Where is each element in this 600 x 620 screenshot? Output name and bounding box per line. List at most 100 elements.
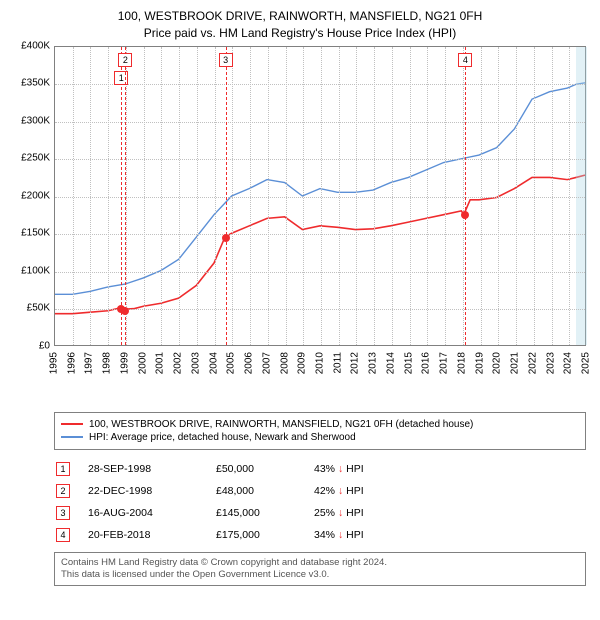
y-tick-label: £150K <box>21 228 50 239</box>
x-tick-label: 2025 <box>581 352 592 374</box>
event-price: £50,000 <box>216 463 296 475</box>
footer-line-2: This data is licensed under the Open Gov… <box>61 569 579 581</box>
chart: £0£50K£100K£150K£200K£250K£300K£350K£400… <box>10 46 590 406</box>
gridline-h <box>55 234 585 235</box>
gridline-v <box>179 47 180 345</box>
event-number-box: 3 <box>219 53 233 67</box>
series-hpi <box>55 82 585 294</box>
x-tick-label: 2013 <box>368 352 379 374</box>
event-date: 20-FEB-2018 <box>88 529 198 541</box>
x-tick-label: 2015 <box>403 352 414 374</box>
gridline-v <box>161 47 162 345</box>
gridline-v <box>144 47 145 345</box>
gridline-v <box>197 47 198 345</box>
event-delta: 34% ↓ HPI <box>314 529 424 541</box>
gridline-v <box>427 47 428 345</box>
event-index-box: 1 <box>56 462 70 476</box>
event-marker <box>461 211 469 219</box>
gridline-v <box>108 47 109 345</box>
event-date: 28-SEP-1998 <box>88 463 198 475</box>
event-index-box: 4 <box>56 528 70 542</box>
x-tick-label: 2012 <box>350 352 361 374</box>
x-tick-label: 2007 <box>261 352 272 374</box>
gridline-h <box>55 84 585 85</box>
gridline-v <box>356 47 357 345</box>
event-delta: 25% ↓ HPI <box>314 507 424 519</box>
gridline-v <box>73 47 74 345</box>
events-table-row: 1 28-SEP-1998 £50,000 43% ↓ HPI <box>54 458 586 480</box>
x-tick-label: 1999 <box>119 352 130 374</box>
gridline-v <box>303 47 304 345</box>
event-date: 22-DEC-1998 <box>88 485 198 497</box>
x-tick-label: 2000 <box>137 352 148 374</box>
x-tick-label: 2022 <box>527 352 538 374</box>
x-tick-label: 2021 <box>510 352 521 374</box>
chart-lines-svg <box>55 47 585 345</box>
events-table-row: 222-DEC-1998£48,00042% ↓ HPI <box>54 480 586 502</box>
legend-label: 100, WESTBROOK DRIVE, RAINWORTH, MANSFIE… <box>89 419 473 430</box>
event-index-box: 3 <box>56 506 70 520</box>
x-tick-label: 1997 <box>84 352 95 374</box>
event-delta: 43% ↓ HPI <box>314 463 424 475</box>
event-number-box: 4 <box>458 53 472 67</box>
y-tick-label: £0 <box>39 340 50 351</box>
x-tick-label: 2003 <box>190 352 201 374</box>
gridline-v <box>445 47 446 345</box>
event-number-box: 2 <box>118 53 132 67</box>
x-tick-label: 2001 <box>155 352 166 374</box>
gridline-v <box>215 47 216 345</box>
y-tick-label: £350K <box>21 78 50 89</box>
x-tick-label: 2006 <box>244 352 255 374</box>
legend: 100, WESTBROOK DRIVE, RAINWORTH, MANSFIE… <box>54 412 586 450</box>
gridline-v <box>374 47 375 345</box>
gridline-v <box>90 47 91 345</box>
title-block: 100, WESTBROOK DRIVE, RAINWORTH, MANSFIE… <box>10 8 590 42</box>
x-tick-label: 2004 <box>208 352 219 374</box>
gridline-v <box>339 47 340 345</box>
event-line <box>465 47 466 345</box>
title-line-1: 100, WESTBROOK DRIVE, RAINWORTH, MANSFIE… <box>10 8 590 25</box>
x-tick-label: 1995 <box>49 352 60 374</box>
gridline-h <box>55 159 585 160</box>
events-table-row: 420-FEB-2018£175,00034% ↓ HPI <box>54 524 586 546</box>
footer-line-1: Contains HM Land Registry data © Crown c… <box>61 557 579 569</box>
gridline-v <box>534 47 535 345</box>
shaded-future-region <box>576 47 587 345</box>
event-marker <box>222 234 230 242</box>
gridline-v <box>321 47 322 345</box>
event-line <box>125 47 126 345</box>
event-price: £48,000 <box>216 485 296 497</box>
event-line <box>226 47 227 345</box>
gridline-v <box>286 47 287 345</box>
event-price: £145,000 <box>216 507 296 519</box>
legend-row: HPI: Average price, detached house, Newa… <box>61 432 579 443</box>
y-tick-label: £50K <box>27 303 50 314</box>
gridline-v <box>498 47 499 345</box>
gridline-v <box>268 47 269 345</box>
gridline-v <box>250 47 251 345</box>
series-property <box>55 175 585 314</box>
gridline-h <box>55 197 585 198</box>
figure-container: 100, WESTBROOK DRIVE, RAINWORTH, MANSFIE… <box>0 0 600 592</box>
y-tick-label: £200K <box>21 190 50 201</box>
y-tick-label: £300K <box>21 115 50 126</box>
x-tick-label: 2002 <box>173 352 184 374</box>
gridline-v <box>392 47 393 345</box>
gridline-v <box>516 47 517 345</box>
x-tick-label: 2017 <box>439 352 450 374</box>
gridline-v <box>481 47 482 345</box>
event-date: 16-AUG-2004 <box>88 507 198 519</box>
x-tick-label: 2018 <box>456 352 467 374</box>
event-line <box>121 47 122 345</box>
gridline-h <box>55 272 585 273</box>
x-tick-label: 2016 <box>421 352 432 374</box>
plot-area: 1234 <box>54 46 586 346</box>
y-tick-label: £100K <box>21 265 50 276</box>
footer-attribution: Contains HM Land Registry data © Crown c… <box>54 552 586 587</box>
gridline-h <box>55 122 585 123</box>
y-tick-label: £400K <box>21 40 50 51</box>
legend-label: HPI: Average price, detached house, Newa… <box>89 432 356 443</box>
title-line-2: Price paid vs. HM Land Registry's House … <box>10 25 590 42</box>
legend-row: 100, WESTBROOK DRIVE, RAINWORTH, MANSFIE… <box>61 419 579 430</box>
x-tick-label: 2011 <box>332 352 343 374</box>
